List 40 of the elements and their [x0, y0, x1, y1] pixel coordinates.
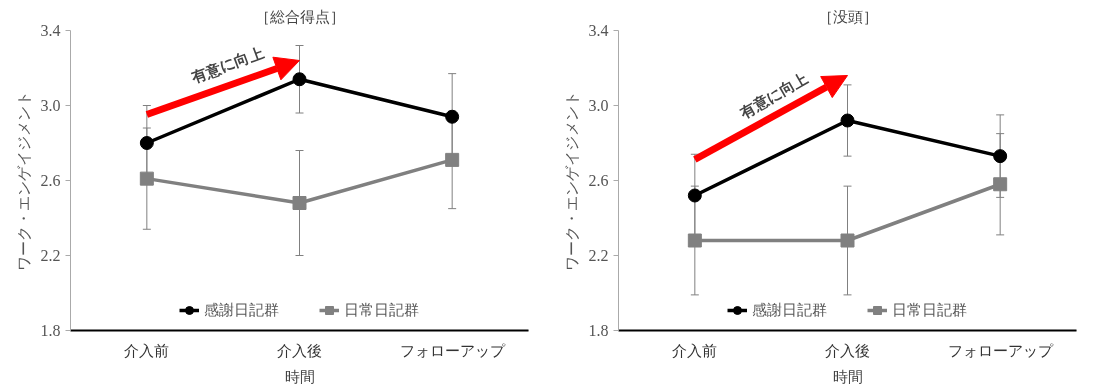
x-tick-label: フォローアップ — [947, 341, 1054, 360]
x-axis-title: 時間 — [832, 367, 863, 386]
point — [292, 72, 307, 87]
y-tick-label: 2.2 — [588, 247, 609, 264]
y-tick-label: 1.8 — [588, 322, 609, 339]
point — [993, 149, 1008, 164]
annotation: 有意に向上 — [188, 43, 266, 87]
annotation: 有意に向上 — [736, 69, 812, 123]
legend-label: 感謝日記群 — [204, 300, 279, 320]
point — [292, 196, 307, 210]
chart-title: ［総合得点］ — [254, 7, 345, 26]
x-tick-label: 介入前 — [124, 341, 170, 360]
y-tick-label: 3.0 — [588, 97, 609, 114]
point — [840, 233, 855, 248]
y-tick-label: 1.8 — [40, 322, 61, 339]
point — [139, 136, 154, 150]
point — [993, 177, 1008, 192]
y-axis-title: ワーク・エンゲイジメント — [562, 90, 581, 271]
point — [687, 233, 702, 248]
y-tick-label: 3.0 — [40, 97, 61, 114]
x-tick-label: 介入後 — [825, 341, 870, 360]
legend-label: 日常日記群 — [892, 300, 967, 320]
legend-label: 感謝日記群 — [752, 300, 827, 320]
x-axis-title: 時間 — [284, 367, 315, 386]
x-tick-label: 介入前 — [672, 341, 718, 360]
y-tick-label: 3.4 — [40, 22, 61, 39]
point — [445, 109, 460, 124]
y-tick-label: 2.2 — [40, 247, 61, 264]
x-tick-label: フォローアップ — [399, 341, 506, 360]
y-tick-label: 2.6 — [40, 172, 61, 189]
point — [840, 113, 855, 128]
point — [445, 152, 460, 167]
y-tick-label: 3.4 — [588, 22, 609, 39]
legend-label: 日常日記群 — [344, 300, 419, 320]
y-axis-title: ワーク・エンゲイジメント — [14, 90, 33, 271]
x-tick-label: 介入後 — [277, 341, 322, 360]
point — [139, 171, 154, 186]
y-tick-label: 2.6 — [588, 172, 609, 189]
point — [687, 188, 702, 203]
chart-title: ［没頭］ — [817, 7, 878, 26]
